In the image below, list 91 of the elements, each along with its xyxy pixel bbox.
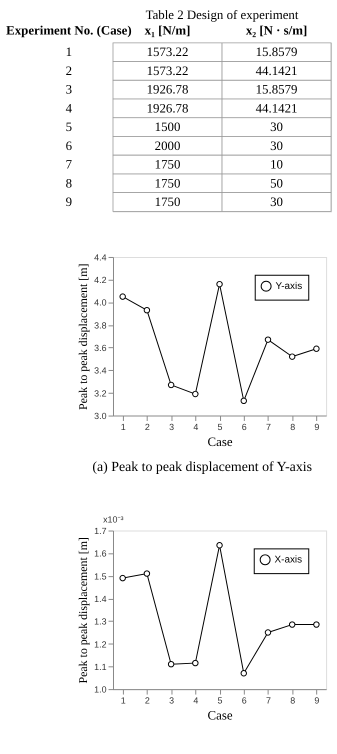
- y-tick-label: 1.5: [94, 571, 107, 582]
- data-label: 30: [270, 138, 283, 153]
- y-tick-label: 1.6: [94, 548, 107, 559]
- point: [144, 570, 150, 577]
- point: [216, 542, 223, 548]
- x-tick-label: 1: [120, 422, 126, 432]
- y-tick-label: 1.7: [94, 526, 107, 536]
- y-tick-label: 1.0: [94, 684, 107, 695]
- x-tick-label: 7: [266, 695, 271, 706]
- point: [168, 382, 174, 388]
- data-label: 50: [270, 176, 283, 190]
- x-tick-label: 2: [144, 422, 150, 432]
- point: [264, 629, 272, 636]
- data-label: 1750: [154, 194, 180, 209]
- x-tick-label: 5: [218, 695, 223, 706]
- x-tick-label: 6: [242, 422, 247, 432]
- y-tick-label: 3: [66, 82, 72, 97]
- x-tick-label: 9: [314, 422, 320, 432]
- data-label: 30: [270, 194, 283, 209]
- point: [144, 307, 150, 314]
- y-tick-label: 1: [66, 45, 72, 60]
- x-tick-label: 5: [218, 422, 223, 432]
- y-axis-title: Peak to peak displacement [m]: [76, 264, 90, 410]
- y-tick-label: 5: [66, 120, 72, 134]
- y-tick-label: 3.0: [94, 411, 107, 422]
- point: [192, 660, 199, 666]
- point: [288, 353, 296, 360]
- point: [264, 336, 272, 343]
- point: [240, 398, 247, 404]
- x-tick-label: 9: [314, 695, 320, 706]
- x-tick-label: 8: [290, 422, 296, 432]
- y-tick-label: 6: [66, 138, 73, 153]
- x-tick-label: 1: [120, 695, 126, 706]
- point: [313, 621, 320, 628]
- y-tick-label: 4.2: [94, 275, 107, 286]
- y-tick-label: 8: [66, 176, 72, 190]
- point: [192, 390, 199, 398]
- data-label: 30: [270, 120, 283, 134]
- point: [216, 280, 223, 288]
- point: [119, 293, 126, 300]
- y-tick-label: 4: [66, 101, 73, 116]
- data-label: 15.8579: [256, 45, 298, 60]
- data-label: 1500: [154, 120, 180, 134]
- x-axis-title: Case: [208, 434, 233, 449]
- x-tick-label: 4: [193, 695, 198, 706]
- point: [119, 574, 126, 582]
- y-tick-label: 1.4: [94, 594, 107, 604]
- legend-label: X-axis: [274, 554, 302, 566]
- y-axis-title: Peak to peak displacement [m]: [76, 537, 90, 684]
- x-tick-label: 6: [242, 695, 247, 706]
- x-tick-label: 3: [169, 695, 174, 706]
- data-label: 44.1421: [256, 101, 298, 116]
- x-tick-label: 3: [169, 422, 174, 432]
- x-tick-label: 2: [144, 695, 150, 706]
- point: [313, 346, 320, 352]
- y-tick-label: 7: [66, 158, 73, 172]
- data-label: 10: [270, 158, 283, 172]
- y-tick-label: 4.4: [94, 252, 107, 262]
- text: x10⁻³: [103, 514, 124, 525]
- data-label: 1750: [154, 158, 180, 172]
- y-tick-label: 3.6: [94, 343, 107, 354]
- data-label: 44.1421: [256, 64, 298, 78]
- x-tick-label: 8: [290, 695, 296, 706]
- point: [168, 660, 174, 668]
- data-label: 2000: [154, 138, 180, 153]
- data-label: 1573.22: [146, 64, 188, 78]
- x-tick-label: 4: [193, 422, 198, 432]
- point: [288, 621, 296, 628]
- y-tick-label: 1.1: [94, 662, 107, 672]
- data-label: 1573.22: [146, 45, 188, 60]
- legend-label: Y-axis: [276, 281, 302, 292]
- x-tick-label: x₂ [N · s/m]: [246, 23, 308, 38]
- x-axis-title: Case: [208, 708, 233, 722]
- data-label: 1926.78: [146, 101, 188, 116]
- y-tick-label: 1.2: [94, 639, 107, 650]
- y-tick-label: 4.0: [94, 298, 107, 308]
- chart-title: Table 2 Design of experiment: [146, 8, 299, 22]
- data-label: 1750: [154, 176, 180, 190]
- point: [240, 670, 247, 676]
- x-tick-label: x₁ [N/m]: [144, 23, 190, 38]
- x-tick-label: 7: [266, 422, 271, 432]
- y-tick-label: 2: [66, 64, 72, 78]
- data-label: 1926.78: [146, 82, 188, 97]
- y-tick-label: 1.3: [94, 616, 107, 627]
- text: (a) Peak to peak displacement of Y-axis: [92, 460, 312, 476]
- y-tick-label: 3.4: [94, 366, 107, 376]
- y-tick-label: 3.2: [94, 388, 107, 398]
- y-tick-label: 9: [66, 194, 72, 209]
- y-tick-label: 3.8: [94, 320, 107, 330]
- y-axis-title: Experiment No. (Case): [6, 23, 132, 38]
- data-label: 15.8579: [256, 82, 298, 97]
